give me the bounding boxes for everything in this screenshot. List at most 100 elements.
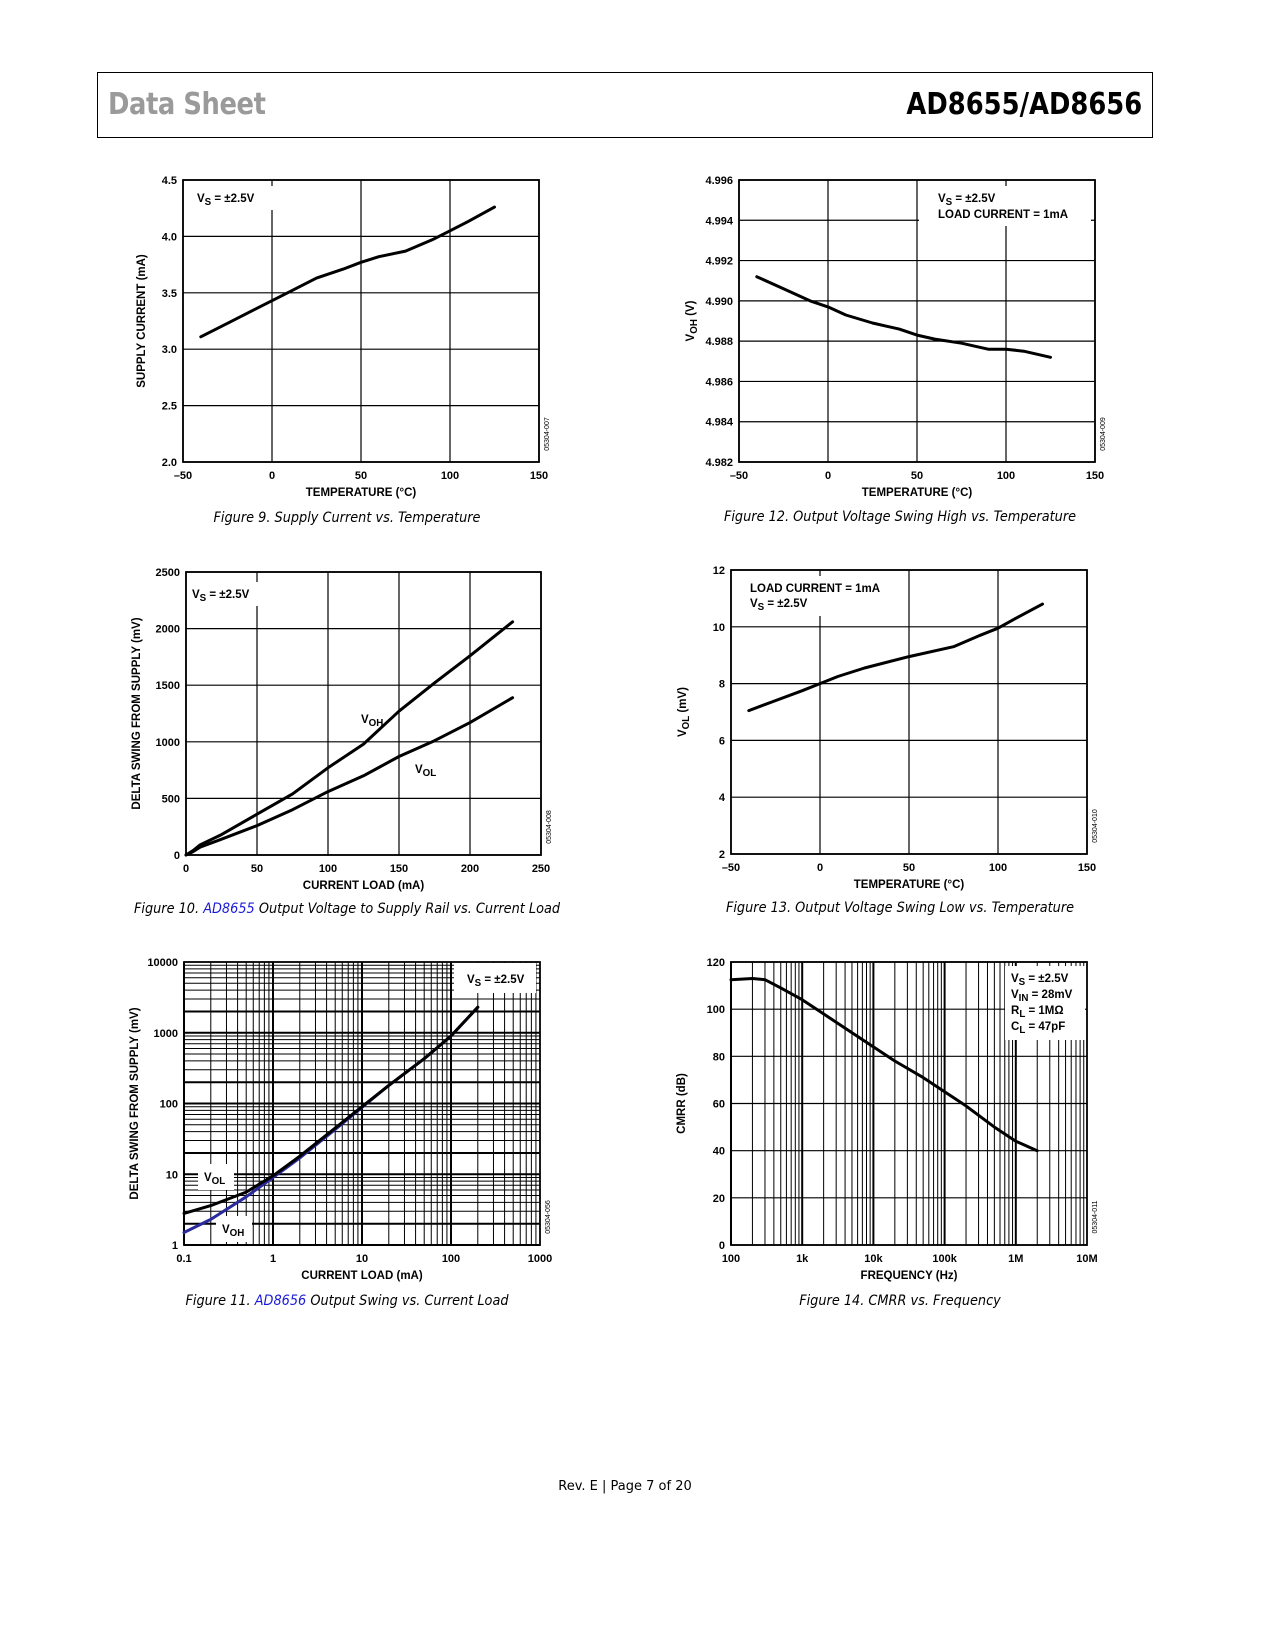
chart-3: 0 50 100 150 200 25005001000150020002500CURRE… [131, 567, 553, 892]
y-axis-label: DELTA SWING FROM SUPPLY (mV) [131, 617, 143, 809]
figure-code: 05304-056 [545, 1200, 552, 1234]
series-line-cmrr [729, 977, 1039, 1153]
y-tick-label: 4.994 [705, 215, 733, 227]
legend-box [741, 576, 887, 616]
x-tick-label: 250 [532, 863, 550, 875]
plot-frame [738, 179, 1096, 463]
figure-code: 05304-011 [1092, 1200, 1099, 1233]
x-tick-label: 100 [989, 862, 1007, 874]
y-tick-label: 4.992 [705, 256, 733, 268]
y-tick-label: 4.984 [705, 417, 733, 429]
subscript: S [205, 197, 212, 208]
x-tick-label: 100 [319, 863, 337, 875]
plot-frame [182, 179, 540, 463]
annotation: VIN = 28mV [1011, 989, 1073, 1004]
x-tick-label: 100 [722, 1253, 740, 1265]
x-tick-label: –50 [722, 862, 740, 874]
subscript: L [1019, 1025, 1025, 1036]
x-axis-label: CURRENT LOAD (mA) [301, 1270, 423, 1282]
figure-13-caption: Figure 13. Output Voltage Swing Low vs. … [726, 900, 1074, 916]
series-line-supply-current [199, 205, 496, 339]
subscript: OH [369, 718, 384, 729]
x-tick-label: 100k [932, 1253, 957, 1265]
subscript: S [1019, 977, 1026, 988]
header-part-number: AD8655/AD8656 [906, 87, 1142, 122]
text-run: V [467, 974, 475, 986]
x-tick-label: 150 [1078, 862, 1096, 874]
y-tick-label: 10000 [147, 957, 178, 969]
x-tick-label: 10 [356, 1253, 368, 1265]
plot-frame [183, 961, 541, 1246]
text-run: = ±2.5V [211, 193, 254, 205]
figure-14-caption: Figure 14. CMRR vs. Frequency [799, 1293, 1001, 1309]
x-axis-label: TEMPERATURE (°C) [306, 487, 417, 499]
subscript: S [758, 602, 765, 613]
y-tick-label: 0 [719, 1240, 725, 1252]
y-tick-label: 3.0 [162, 344, 177, 356]
y-tick-label: 6 [719, 735, 725, 747]
text-run: V [192, 589, 200, 601]
legend-box [188, 582, 268, 606]
legend-box [198, 1164, 234, 1190]
figure-code: 05304-007 [544, 417, 551, 451]
y-tick-label: 2 [719, 849, 725, 861]
x-tick-label: 150 [530, 470, 548, 482]
annotation: VOL [204, 1172, 225, 1187]
x-tick-label: 50 [355, 470, 367, 482]
legend-box [919, 186, 1091, 226]
y-tick-label: 10 [166, 1169, 178, 1181]
legend-box [454, 963, 536, 993]
annotation: VS = ±2.5V [192, 589, 250, 604]
y-tick-label: 60 [713, 1099, 725, 1111]
annotation: VS = ±2.5V [938, 193, 996, 208]
chart-4: –50 0 50 100 150 2 4 6 8 10 12 TEMPERATURE (°C) VOL … [677, 565, 1099, 891]
y-axis-label: DELTA SWING FROM SUPPLY (mV) [129, 1007, 141, 1199]
legend-box [189, 186, 285, 210]
x-tick-label: 150 [390, 863, 408, 875]
figure-code: 05304-008 [546, 810, 553, 844]
y-axis-label: SUPPLY CURRENT (mA) [136, 254, 148, 388]
subscript: OL [212, 1176, 226, 1187]
y-tick-label: 20 [713, 1193, 725, 1205]
caption-text: Figure 10. [133, 901, 204, 917]
subscript: OH [689, 319, 700, 334]
text-run: V [222, 1224, 230, 1236]
y-tick-label: 100 [160, 1099, 178, 1111]
y-tick-label: 10 [713, 622, 725, 634]
subscript: OL [681, 716, 692, 730]
text-run: = 28mV [1028, 989, 1072, 1001]
text-run: V [415, 764, 423, 776]
figure-code: 05304-009 [1100, 417, 1107, 451]
x-tick-label: 1k [796, 1253, 809, 1265]
plot-frame [730, 569, 1088, 855]
y-tick-label: 1500 [156, 680, 180, 692]
grid [182, 179, 540, 463]
ad8655-link[interactable]: AD8655 [203, 901, 255, 917]
y-tick-label: 4.5 [162, 175, 177, 187]
ad8656-link[interactable]: AD8656 [254, 1293, 307, 1309]
annotation: LOAD CURRENT = 1mA [938, 209, 1068, 221]
x-tick-label: 50 [903, 862, 915, 874]
y-tick-label: 4 [719, 792, 726, 804]
x-tick-label: 0.1 [176, 1253, 191, 1265]
text-run: V [938, 193, 946, 205]
y-tick-label: 80 [713, 1051, 725, 1063]
x-tick-label: 50 [251, 863, 263, 875]
annotation: VS = ±2.5V [750, 598, 808, 613]
subscript: S [475, 978, 482, 989]
text-run: V [1011, 989, 1019, 1001]
x-tick-label: 1000 [528, 1253, 552, 1265]
annotation: VS = ±2.5V [1011, 973, 1069, 988]
y-axis-label: VOL (mV) [677, 687, 692, 737]
figure-10-caption: Figure 10. AD8655 Output Voltage to Supp… [134, 901, 560, 917]
text-run: = ±2.5V [952, 193, 995, 205]
text-run: = ±2.5V [481, 974, 524, 986]
y-tick-label: 4.988 [705, 336, 733, 348]
y-tick-label: 120 [707, 957, 725, 969]
header-section-title: Data Sheet [108, 87, 266, 122]
subscript: S [946, 197, 953, 208]
y-tick-label: 3.5 [162, 288, 177, 300]
caption-text: Figure 13. Output Voltage Swing Low vs. … [725, 900, 1075, 916]
text-run: = 47pF [1025, 1021, 1065, 1033]
